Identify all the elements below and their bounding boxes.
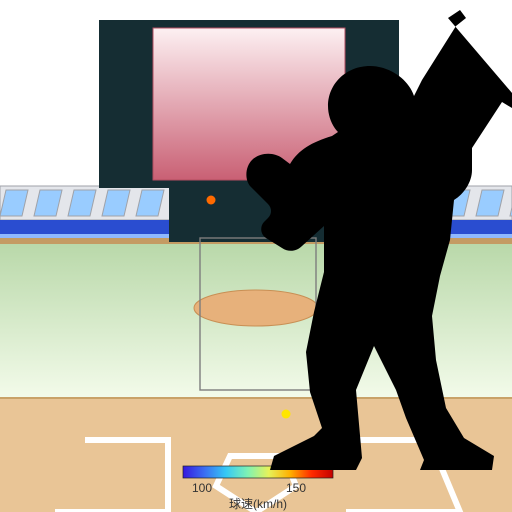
pitchers-mound <box>194 290 318 326</box>
legend-tick: 150 <box>286 481 306 495</box>
pitch-marker <box>282 410 291 419</box>
legend-label: 球速(km/h) <box>229 497 287 511</box>
legend-tick: 100 <box>192 481 212 495</box>
pitch-marker <box>207 196 216 205</box>
